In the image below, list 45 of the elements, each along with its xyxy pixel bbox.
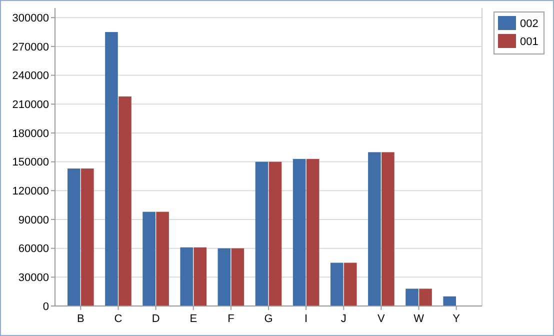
bar — [68, 168, 80, 306]
legend-label: 001 — [520, 36, 538, 48]
x-tick-label: C — [114, 313, 122, 325]
y-tick-label: 150000 — [12, 156, 49, 169]
y-tick-label: 0 — [42, 300, 49, 313]
y-tick-label: 300000 — [12, 12, 49, 24]
bar — [382, 152, 394, 306]
x-tick-label: Y — [452, 313, 461, 325]
y-tick-label: 240000 — [12, 70, 49, 82]
x-tick-label: B — [76, 313, 84, 325]
bar — [344, 262, 357, 306]
y-tick-label: 180000 — [12, 128, 49, 140]
x-tick-label: I — [304, 313, 308, 325]
bar — [81, 168, 94, 306]
y-tick-label: 210000 — [12, 98, 49, 111]
bar — [142, 212, 156, 306]
x-tick-label: D — [152, 313, 160, 325]
bar — [330, 262, 344, 306]
bar — [105, 32, 118, 306]
y-tick-label: 120000 — [12, 185, 49, 198]
legend-label: 002 — [520, 18, 538, 30]
bar — [368, 152, 381, 306]
bar — [218, 248, 231, 306]
x-tick-label: J — [340, 313, 346, 325]
bar — [406, 288, 418, 306]
bar — [156, 212, 169, 306]
bar — [180, 247, 194, 306]
y-tick-label: 270000 — [12, 41, 49, 54]
bar — [306, 158, 320, 306]
x-tick-label: F — [228, 313, 235, 325]
x-tick-label: V — [378, 313, 386, 325]
bar — [194, 247, 207, 306]
bar — [419, 288, 432, 306]
bar — [231, 248, 244, 306]
bar — [268, 162, 282, 306]
bar — [443, 296, 456, 306]
bar — [118, 96, 132, 306]
y-tick-label: 60000 — [18, 243, 49, 256]
x-tick-label: E — [190, 313, 198, 325]
bar — [292, 158, 306, 306]
bar — [255, 162, 268, 306]
y-tick-label: 90000 — [18, 214, 49, 226]
x-tick-label: G — [264, 313, 273, 325]
y-tick-label: 30000 — [18, 272, 49, 284]
x-tick-label: W — [414, 313, 425, 325]
